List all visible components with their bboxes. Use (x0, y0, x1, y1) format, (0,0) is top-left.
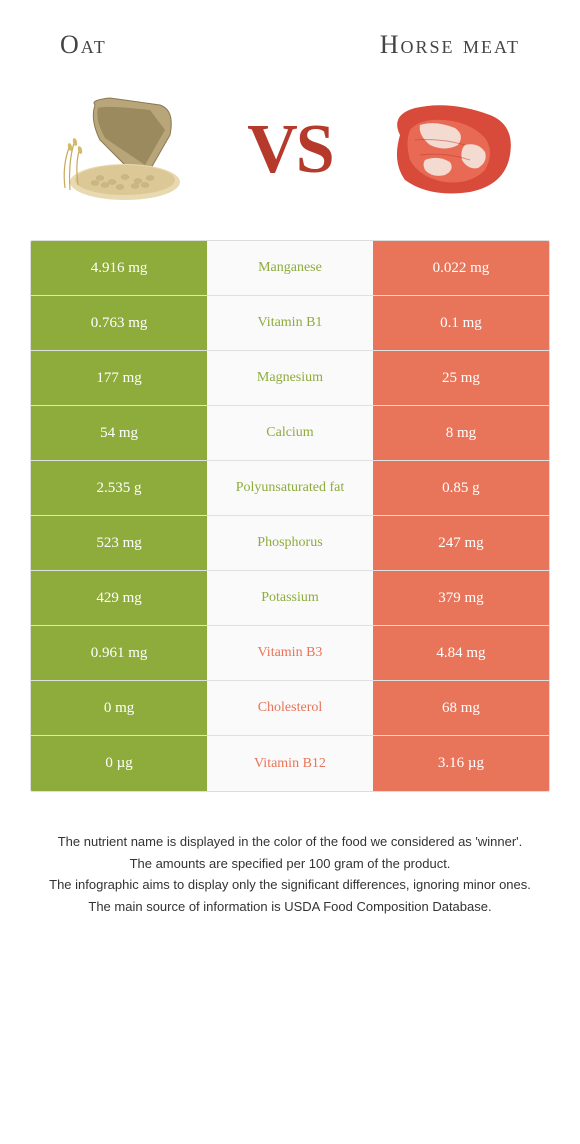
footnote-line: The amounts are specified per 100 gram o… (40, 854, 540, 874)
table-row: 523 mgPhosphorus247 mg (31, 516, 549, 571)
table-row: 4.916 mgManganese0.022 mg (31, 241, 549, 296)
left-value-cell: 0.763 mg (31, 296, 207, 350)
images-row: VS (30, 80, 550, 240)
left-value-cell: 0.961 mg (31, 626, 207, 680)
nutrient-name-cell: Vitamin B3 (207, 626, 373, 680)
nutrient-name-cell: Phosphorus (207, 516, 373, 570)
table-row: 177 mgMagnesium25 mg (31, 351, 549, 406)
footnote-line: The nutrient name is displayed in the co… (40, 832, 540, 852)
right-value-cell: 25 mg (373, 351, 549, 405)
nutrient-name-cell: Manganese (207, 241, 373, 295)
right-value-cell: 247 mg (373, 516, 549, 570)
nutrient-name-cell: Polyunsaturated fat (207, 461, 373, 515)
right-value-cell: 68 mg (373, 681, 549, 735)
footnote-line: The infographic aims to display only the… (40, 875, 540, 895)
table-row: 2.535 gPolyunsaturated fat0.85 g (31, 461, 549, 516)
table-row: 0.763 mgVitamin B10.1 mg (31, 296, 549, 351)
left-value-cell: 0 µg (31, 736, 207, 791)
vs-label: VS (247, 110, 332, 190)
table-row: 0.961 mgVitamin B34.84 mg (31, 626, 549, 681)
header: Oat Horse meat (30, 20, 550, 80)
right-value-cell: 8 mg (373, 406, 549, 460)
footnotes: The nutrient name is displayed in the co… (30, 792, 550, 916)
right-food-title: Horse meat (380, 30, 520, 60)
right-value-cell: 0.1 mg (373, 296, 549, 350)
nutrient-name-cell: Cholesterol (207, 681, 373, 735)
nutrient-name-cell: Vitamin B12 (207, 736, 373, 791)
oat-image (50, 90, 210, 210)
horse-meat-image (370, 90, 530, 210)
nutrient-name-cell: Calcium (207, 406, 373, 460)
left-value-cell: 4.916 mg (31, 241, 207, 295)
nutrient-name-cell: Potassium (207, 571, 373, 625)
left-value-cell: 54 mg (31, 406, 207, 460)
nutrient-name-cell: Magnesium (207, 351, 373, 405)
table-row: 54 mgCalcium8 mg (31, 406, 549, 461)
footnote-line: The main source of information is USDA F… (40, 897, 540, 917)
table-row: 0 mgCholesterol68 mg (31, 681, 549, 736)
left-value-cell: 523 mg (31, 516, 207, 570)
left-value-cell: 177 mg (31, 351, 207, 405)
right-value-cell: 379 mg (373, 571, 549, 625)
right-value-cell: 0.022 mg (373, 241, 549, 295)
right-value-cell: 0.85 g (373, 461, 549, 515)
nutrient-table: 4.916 mgManganese0.022 mg0.763 mgVitamin… (30, 240, 550, 792)
right-value-cell: 4.84 mg (373, 626, 549, 680)
nutrient-name-cell: Vitamin B1 (207, 296, 373, 350)
right-value-cell: 3.16 µg (373, 736, 549, 791)
table-row: 0 µgVitamin B123.16 µg (31, 736, 549, 791)
left-value-cell: 0 mg (31, 681, 207, 735)
left-value-cell: 2.535 g (31, 461, 207, 515)
table-row: 429 mgPotassium379 mg (31, 571, 549, 626)
left-value-cell: 429 mg (31, 571, 207, 625)
left-food-title: Oat (60, 30, 107, 60)
